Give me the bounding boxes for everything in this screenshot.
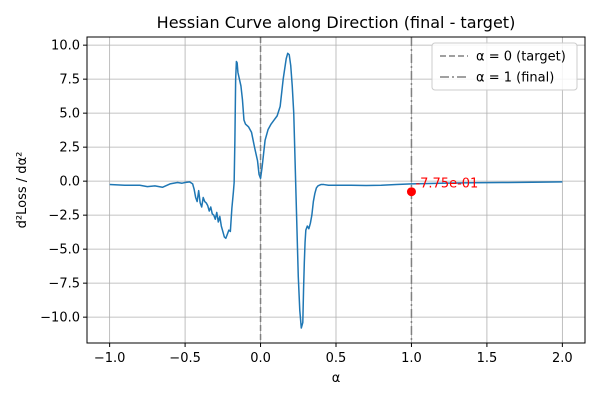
x-tick-label: 0.5	[326, 351, 347, 366]
x-tick-label: 2.0	[552, 351, 573, 366]
y-tick-label: 10.0	[51, 39, 80, 54]
x-tick-label: 1.0	[401, 351, 422, 366]
y-tick-label: 2.5	[59, 141, 80, 156]
y-tick-label: −5.0	[48, 243, 80, 258]
y-tick-label: −7.5	[48, 277, 80, 292]
y-tick-label: 7.5	[59, 73, 80, 88]
marker-layer: -7.75e-01	[406, 177, 478, 197]
y-tick-label: −10.0	[40, 311, 80, 326]
y-tick-label: 5.0	[59, 107, 80, 122]
marker-annotation: -7.75e-01	[415, 177, 478, 192]
y-axis-label: d²Loss / dα²	[15, 152, 30, 229]
series-line-hessian	[109, 52, 563, 329]
x-tick-label: −0.5	[169, 351, 201, 366]
y-tick-label: −2.5	[48, 209, 80, 224]
x-axis-label: α	[332, 371, 341, 386]
legend-label-0: α = 0 (target)	[476, 50, 566, 65]
chart-title: Hessian Curve along Direction (final - t…	[157, 13, 516, 32]
legend-box	[431, 42, 578, 91]
axis-ticks: −1.0 −0.5 0.0 0.5 1.0 1.5 2.0 10.0 7.5 5.0 2.5 0.0 −…	[40, 39, 573, 366]
series-layer	[109, 52, 563, 329]
legend: α = 0 (target) α = 1 (final)	[431, 42, 578, 91]
x-tick-label: −1.0	[94, 351, 126, 366]
legend-label-1: α = 1 (final)	[476, 71, 554, 86]
x-tick-label: 1.5	[477, 351, 498, 366]
marker-point	[406, 187, 416, 197]
y-tick-label: 0.0	[59, 175, 80, 190]
x-tick-label: 0.0	[250, 351, 271, 366]
